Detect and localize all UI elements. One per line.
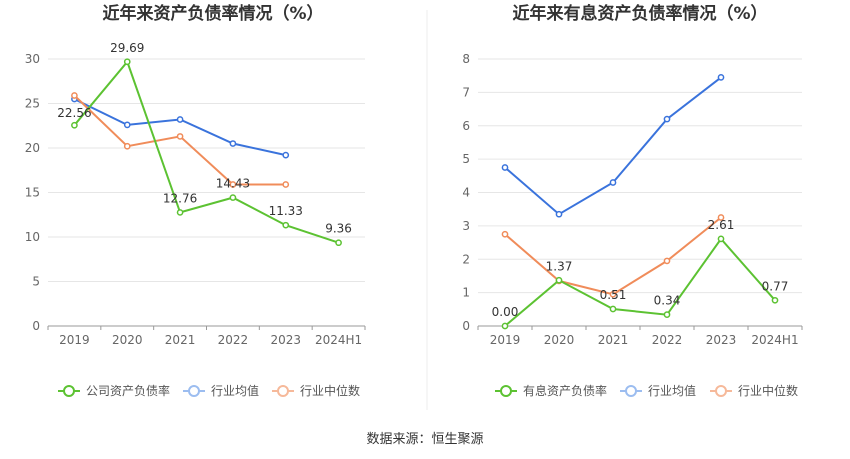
data-point-company	[717, 235, 725, 243]
chart-title: 近年来有息资产负债率情况（%）	[512, 3, 767, 24]
data-point-avg	[717, 74, 725, 81]
x-tick-label: 2021	[598, 333, 629, 347]
x-tick-label: 2022	[218, 333, 249, 347]
data-label: 12.76	[163, 191, 197, 205]
legend-label-avg: 行业均值	[648, 383, 696, 398]
x-tick-label: 2019	[490, 333, 521, 347]
data-label: 0.34	[654, 294, 681, 308]
x-tick-label: 2020	[544, 333, 575, 347]
y-tick-label: 7	[462, 85, 470, 99]
data-point-company	[71, 121, 78, 129]
y-tick-label: 10	[25, 230, 40, 244]
data-point-avg	[229, 140, 237, 147]
data-point-company	[123, 58, 131, 66]
chart-title: 近年来资产负债率情况（%）	[102, 3, 323, 24]
data-point-avg	[176, 116, 184, 123]
data-point-company	[771, 296, 779, 304]
data-point-median	[609, 290, 617, 298]
data-point-company	[229, 194, 237, 201]
data-point-company	[663, 311, 671, 319]
x-tick-label: 2024H1	[315, 333, 362, 347]
data-label: 14.43	[216, 177, 250, 191]
data-source: 数据来源：恒生聚源	[366, 432, 483, 447]
data-label: 0.51	[600, 288, 627, 302]
chart-interest-debt-ratio: 近年来有息资产负债率情况（%） 0 1 2 3 4 5 6 7 8 2019 2020 2021 2022…	[462, 3, 803, 398]
y-tick-label: 25	[25, 97, 40, 111]
legend-label-company: 有息资产负债率	[523, 383, 607, 398]
x-tick-label: 2021	[165, 333, 196, 347]
data-point-company	[335, 239, 342, 247]
data-label: 0.77	[762, 279, 789, 293]
y-tick-label: 8	[462, 52, 470, 66]
legend-marker-company	[63, 385, 75, 397]
data-label: 11.33	[269, 204, 303, 218]
data-label: 9.36	[325, 222, 352, 236]
x-tick-label: 2019	[59, 333, 90, 347]
data-point-avg	[282, 151, 290, 159]
legend-marker-avg	[188, 385, 200, 397]
y-tick-label: 5	[32, 275, 40, 289]
x-tick-label: 2023	[706, 333, 737, 347]
data-point-median	[229, 181, 237, 188]
y-tick-label: 0	[32, 319, 40, 333]
data-point-avg	[555, 210, 563, 218]
legend-marker-median	[277, 385, 289, 397]
data-point-company	[609, 305, 617, 313]
data-point-median	[501, 230, 509, 238]
x-tick-label: 2024H1	[751, 333, 798, 347]
data-point-median	[717, 214, 725, 221]
series-line-median	[73, 94, 286, 186]
y-tick-label: 20	[25, 141, 40, 155]
series-line-company	[73, 59, 339, 244]
data-label: 29.69	[110, 41, 144, 55]
y-tick-label: 6	[462, 119, 470, 133]
data-point-avg	[663, 115, 671, 123]
data-point-company	[176, 209, 184, 216]
legend-marker-avg	[625, 385, 637, 397]
data-point-avg	[123, 121, 131, 129]
data-point-company	[282, 221, 290, 229]
data-point-company	[555, 276, 563, 284]
legend-marker-median	[715, 385, 727, 397]
y-tick-label: 0	[462, 319, 470, 333]
data-point-median	[663, 257, 671, 265]
y-tick-label: 1	[462, 286, 470, 300]
legend-label-avg: 行业均值	[211, 383, 259, 398]
data-point-median	[282, 181, 290, 188]
legend-label-company: 公司资产负债率	[86, 383, 170, 398]
legend-label-median: 行业中位数	[300, 383, 360, 398]
data-label: 2.61	[708, 218, 735, 232]
y-tick-label: 2	[462, 252, 470, 266]
data-point-median	[71, 92, 78, 99]
y-tick-label: 30	[25, 52, 40, 66]
y-tick-label: 5	[462, 152, 470, 166]
data-label: 1.37	[546, 259, 573, 273]
data-point-median	[176, 133, 184, 140]
series-line-company	[504, 237, 776, 327]
data-point-median	[123, 142, 131, 150]
y-tick-label: 4	[462, 186, 470, 200]
series-line-avg	[504, 76, 722, 216]
data-point-avg	[501, 164, 509, 171]
legend-label-median: 行业中位数	[738, 383, 798, 398]
data-point-avg	[609, 179, 617, 186]
legend-marker-company	[500, 385, 512, 397]
data-label: 0.00	[492, 305, 519, 319]
x-tick-label: 2023	[270, 333, 301, 347]
y-tick-label: 3	[462, 219, 470, 233]
y-tick-label: 15	[25, 186, 40, 200]
chart-debt-ratio: 近年来资产负债率情况（%） 0 5 10 15 20 25 30 2019 2020 2021 202…	[25, 3, 366, 398]
x-tick-label: 2022	[652, 333, 683, 347]
data-point-company	[501, 322, 509, 330]
data-label: 22.56	[57, 106, 91, 120]
x-tick-label: 2020	[112, 333, 143, 347]
